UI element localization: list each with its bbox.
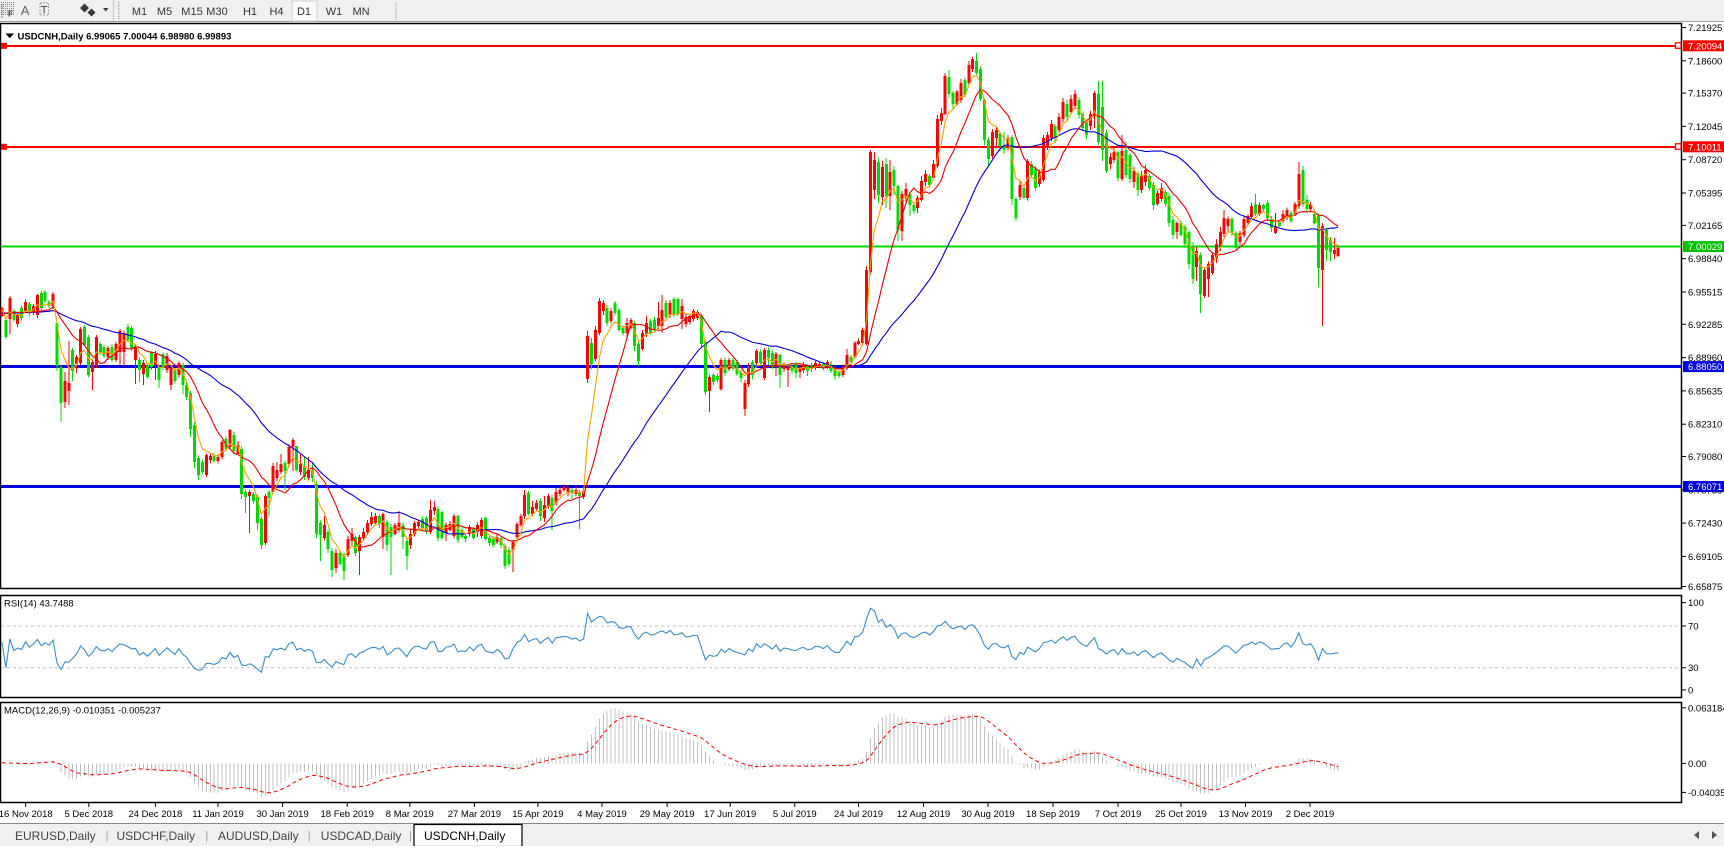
svg-text:MACD(12,26,9) -0.010351 -0.005: MACD(12,26,9) -0.010351 -0.005237 <box>4 706 161 717</box>
svg-text:24 Dec 2018: 24 Dec 2018 <box>128 809 182 820</box>
svg-text:6.88960: 6.88960 <box>1688 353 1722 364</box>
svg-text:12 Aug 2019: 12 Aug 2019 <box>897 809 950 820</box>
svg-text:7.18600: 7.18600 <box>1688 56 1722 67</box>
svg-text:|: | <box>409 830 412 842</box>
svg-text:100: 100 <box>1688 598 1704 609</box>
svg-text:M15: M15 <box>181 6 202 18</box>
svg-text:H1: H1 <box>243 6 257 18</box>
svg-text:M5: M5 <box>157 6 172 18</box>
svg-text:0: 0 <box>1688 685 1693 696</box>
svg-text:30 Jan 2019: 30 Jan 2019 <box>256 809 308 820</box>
svg-text:7.00029: 7.00029 <box>1688 242 1722 253</box>
svg-text:5 Dec 2018: 5 Dec 2018 <box>65 809 114 820</box>
svg-text:6.92285: 6.92285 <box>1688 320 1722 331</box>
svg-text:17 Jun 2019: 17 Jun 2019 <box>704 809 756 820</box>
svg-text:D1: D1 <box>297 6 311 18</box>
svg-text:27 Mar 2019: 27 Mar 2019 <box>448 809 501 820</box>
svg-text:7.08720: 7.08720 <box>1688 155 1722 166</box>
svg-text:7.02165: 7.02165 <box>1688 221 1722 232</box>
svg-text:H4: H4 <box>269 6 283 18</box>
svg-text:6.85635: 6.85635 <box>1688 386 1722 397</box>
svg-text:AUDUSD,Daily: AUDUSD,Daily <box>218 829 299 843</box>
svg-text:15 Apr 2019: 15 Apr 2019 <box>512 809 563 820</box>
svg-text:M30: M30 <box>206 6 227 18</box>
svg-text:F: F <box>8 10 13 19</box>
svg-text:|: | <box>308 830 311 842</box>
svg-text:70: 70 <box>1688 622 1699 633</box>
svg-text:4 May 2019: 4 May 2019 <box>577 809 627 820</box>
svg-text:18 Feb 2019: 18 Feb 2019 <box>321 809 374 820</box>
svg-text:25 Oct 2019: 25 Oct 2019 <box>1155 809 1207 820</box>
svg-text:7.15370: 7.15370 <box>1688 89 1722 100</box>
svg-text:|: | <box>205 830 208 842</box>
svg-text:7.21925: 7.21925 <box>1688 23 1722 34</box>
svg-text:7.10011: 7.10011 <box>1688 142 1722 153</box>
svg-text:6.65875: 6.65875 <box>1688 582 1722 593</box>
svg-text:18 Sep 2019: 18 Sep 2019 <box>1026 809 1080 820</box>
svg-text:5 Jul 2019: 5 Jul 2019 <box>773 809 817 820</box>
svg-text:8 Mar 2019: 8 Mar 2019 <box>386 809 434 820</box>
svg-text:6.98840: 6.98840 <box>1688 254 1722 265</box>
svg-text:30: 30 <box>1688 663 1699 674</box>
svg-text:16 Nov 2018: 16 Nov 2018 <box>0 809 53 820</box>
svg-text:7.05395: 7.05395 <box>1688 189 1722 200</box>
svg-text:24 Jul 2019: 24 Jul 2019 <box>834 809 883 820</box>
svg-text:0.063184: 0.063184 <box>1688 703 1724 714</box>
svg-text:A: A <box>21 3 30 18</box>
svg-text:30 Aug 2019: 30 Aug 2019 <box>961 809 1014 820</box>
svg-text:6.76071: 6.76071 <box>1688 482 1722 493</box>
svg-text:2 Dec 2019: 2 Dec 2019 <box>1286 809 1335 820</box>
svg-text:6.79080: 6.79080 <box>1688 452 1722 463</box>
svg-text:29 May 2019: 29 May 2019 <box>640 809 695 820</box>
svg-text:-0.040355: -0.040355 <box>1688 788 1724 799</box>
svg-text:T: T <box>41 5 48 17</box>
svg-text:6.95515: 6.95515 <box>1688 288 1722 299</box>
svg-text:6.88050: 6.88050 <box>1688 362 1722 373</box>
svg-text:0.00: 0.00 <box>1688 759 1707 770</box>
svg-text:7.20094: 7.20094 <box>1688 41 1722 52</box>
svg-text:USDCAD,Daily: USDCAD,Daily <box>321 829 402 843</box>
svg-text:MN: MN <box>352 6 369 18</box>
svg-text:13 Nov 2019: 13 Nov 2019 <box>1219 809 1273 820</box>
svg-text:7.12045: 7.12045 <box>1688 122 1722 133</box>
svg-text:USDCHF,Daily: USDCHF,Daily <box>117 829 196 843</box>
svg-text:RSI(14) 43.7488: RSI(14) 43.7488 <box>4 599 74 610</box>
svg-text:11 Jan 2019: 11 Jan 2019 <box>192 809 244 820</box>
svg-text:6.69105: 6.69105 <box>1688 552 1722 563</box>
svg-text:|: | <box>106 830 109 842</box>
svg-text:W1: W1 <box>326 6 343 18</box>
svg-text:USDCNH,Daily: USDCNH,Daily <box>424 829 505 843</box>
svg-text:6.82310: 6.82310 <box>1688 420 1722 431</box>
svg-text:7 Oct 2019: 7 Oct 2019 <box>1095 809 1141 820</box>
svg-text:6.72430: 6.72430 <box>1688 519 1722 530</box>
svg-text:EURUSD,Daily: EURUSD,Daily <box>15 829 96 843</box>
svg-text:USDCNH,Daily 6.99065 7.00044: USDCNH,Daily 6.99065 7.00044 6.98980 6.9… <box>18 32 232 43</box>
svg-text:M1: M1 <box>132 6 147 18</box>
